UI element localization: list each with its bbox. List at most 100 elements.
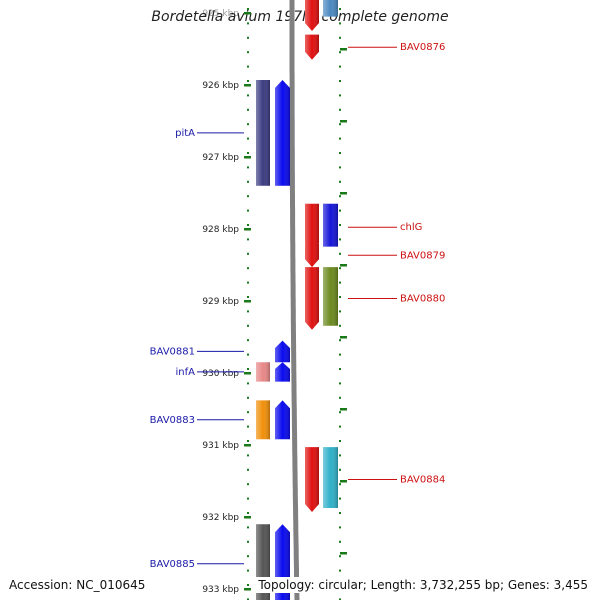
major-tick-right (340, 264, 347, 267)
gene-label-BAV0883: BAV0883 (150, 415, 195, 426)
ruler-dot (339, 252, 341, 255)
ruler-dot (247, 584, 249, 586)
gene-cog-pitA (256, 79, 270, 186)
ruler-dot (339, 267, 341, 270)
ruler-dot (339, 598, 341, 600)
gene-label-BAV0885: BAV0885 (150, 559, 195, 570)
gene-pitA (275, 79, 290, 186)
ruler-dot (247, 468, 249, 471)
major-tick-right (340, 408, 347, 411)
ruler-dot (247, 238, 249, 241)
gene-label-BAV0881: BAV0881 (150, 346, 195, 357)
ruler-dot (339, 22, 341, 25)
ruler-dot (247, 440, 249, 442)
ruler-dot (247, 339, 249, 342)
tick-label: 929 kbp (202, 297, 239, 307)
major-tick-left (244, 444, 251, 447)
ruler-dot (339, 180, 341, 183)
gene-BAV0876 (305, 34, 319, 60)
ruler-dot (339, 540, 341, 543)
ruler-dot (339, 80, 341, 82)
major-tick-left (244, 228, 251, 231)
gene-cog-BAV0884 (323, 447, 338, 508)
major-tick-left (244, 12, 251, 15)
gene-BAV0880 (305, 267, 319, 330)
ruler-dot (339, 224, 341, 226)
tick-label: 932 kbp (202, 513, 239, 523)
ruler-dot (247, 540, 249, 543)
ruler-dot (247, 22, 249, 25)
major-tick-right (340, 336, 347, 339)
ruler-dot (339, 411, 341, 414)
ruler-dot (339, 468, 341, 471)
ruler-dot (247, 166, 249, 169)
ruler-dot (339, 310, 341, 313)
ruler-dot (339, 195, 341, 198)
ruler-dot (339, 483, 341, 486)
gene-BAV0883 (275, 400, 290, 440)
major-tick-right (340, 480, 347, 483)
major-tick-left (244, 372, 251, 375)
ruler-dot (247, 368, 249, 370)
ruler-dot (247, 108, 249, 111)
ruler-dot (247, 152, 249, 154)
major-tick-right (340, 120, 347, 123)
ruler-dot (247, 123, 249, 126)
ruler-dot (247, 310, 249, 313)
ruler-dot (247, 80, 249, 82)
gene-labels: BAV0876 pitA chlG BAV0879 BAV0880 BAV0881 infA… (150, 42, 446, 570)
map-title: Bordetella avium 197N, complete genome (151, 9, 449, 25)
genome-summary-text: Topology: circular; Length: 3,732,255 bp… (254, 577, 592, 593)
ruler-dot (247, 512, 249, 514)
ruler-dot (339, 281, 341, 284)
major-tick-left (244, 84, 251, 87)
tick-label: 926 kbp (202, 81, 239, 91)
major-tick-left (244, 156, 251, 159)
gene-label-infA: infA (176, 367, 196, 378)
ruler-dot (339, 324, 341, 327)
tick-label: 928 kbp (202, 225, 239, 235)
ruler-dot (339, 209, 341, 212)
ruler-dot (247, 51, 249, 54)
ruler-dot (247, 526, 249, 529)
tick-label: 927 kbp (202, 153, 239, 163)
ruler-dot (247, 483, 249, 486)
ruler-dot (339, 123, 341, 126)
ruler-dot (247, 353, 249, 356)
ruler-dot (339, 51, 341, 54)
major-tick-left (244, 516, 251, 519)
ruler-dot (339, 137, 341, 140)
tick-label: 930 kbp (202, 369, 239, 379)
major-tick-right (340, 48, 347, 51)
ruler-dot (247, 267, 249, 270)
ruler-dot (339, 526, 341, 529)
ruler-dot (247, 252, 249, 255)
tick-label: 931 kbp (202, 441, 239, 451)
ruler-dot (339, 353, 341, 356)
ruler-dot (339, 108, 341, 111)
gene-cog-BAV0880 (323, 267, 338, 326)
accession-text: Accession: NC_010645 (5, 577, 150, 593)
ruler-dot (247, 65, 249, 68)
ruler-dot (247, 209, 249, 212)
ruler-dot (247, 36, 249, 39)
gene-features (256, 0, 338, 600)
ruler-dot (247, 396, 249, 399)
tick-label: 925 kbp (202, 9, 239, 19)
ruler-dot (247, 180, 249, 183)
ruler-dot (247, 497, 249, 500)
gene-BAV0879 (305, 243, 319, 268)
ruler-dot (339, 382, 341, 385)
gene-BAV0881 (275, 340, 290, 363)
gene-label-BAV0880: BAV0880 (400, 293, 445, 304)
ruler-dot (339, 152, 341, 154)
ruler-dot (247, 137, 249, 140)
ruler-dot (247, 224, 249, 226)
ruler-dot (247, 425, 249, 428)
gene-label-BAV0876: BAV0876 (400, 42, 445, 53)
ruler-ticks: 925 kbp 926 kbp 927 kbp 928 kbp 929 kbp 930 k… (202, 9, 347, 595)
ruler-dot (339, 555, 341, 558)
ruler-dot (339, 65, 341, 68)
ruler-dot (247, 281, 249, 284)
gene-top-red (305, 0, 319, 31)
